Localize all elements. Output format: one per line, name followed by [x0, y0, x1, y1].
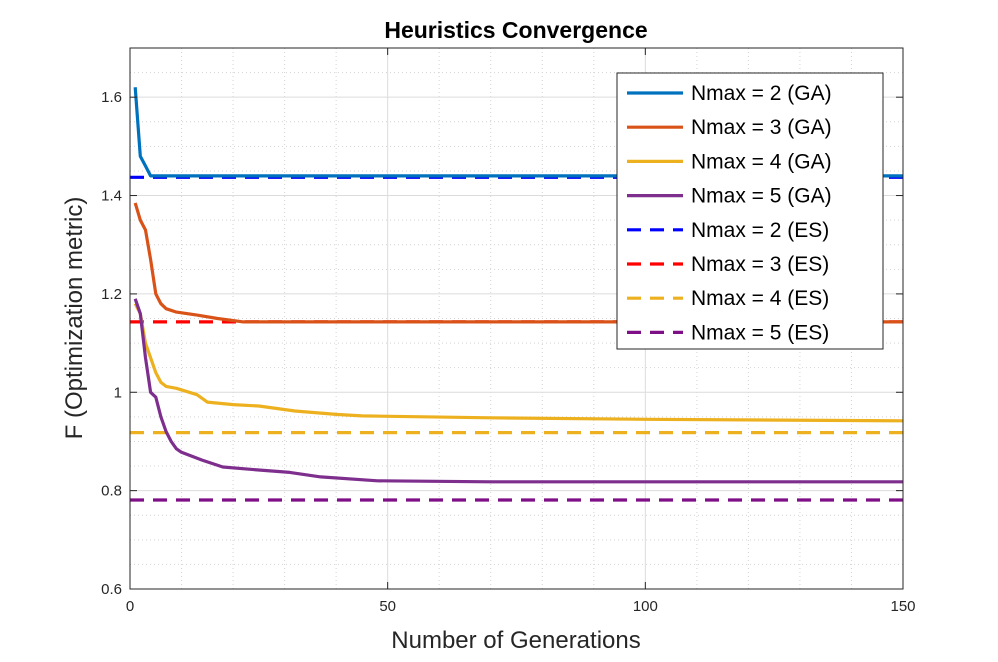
- legend-label-3: Nmax = 4 (GA): [691, 150, 832, 173]
- x-tick-label: 100: [633, 598, 658, 615]
- y-tick-label: 0.6: [101, 581, 122, 598]
- legend-label-4: Nmax = 5 (GA): [691, 185, 832, 208]
- legend-label-5: Nmax = 2 (ES): [691, 219, 829, 242]
- y-tick-label: 1: [114, 384, 122, 401]
- y-tick-labels: 0.6 0.8 1 1.2 1.4 1.6: [101, 89, 122, 598]
- legend-label-2: Nmax = 3 (GA): [691, 116, 832, 139]
- x-tick-labels: 0 50 100 150: [126, 598, 916, 615]
- legend-label-6: Nmax = 3 (ES): [691, 253, 829, 276]
- series-line-1: [133, 87, 903, 178]
- series-line-2: [133, 202, 903, 324]
- tick-marks: [129, 48, 904, 590]
- x-tick-label: 0: [126, 598, 134, 615]
- y-tick-label: 0.8: [101, 483, 122, 500]
- chart-title: Heuristics Convergence: [384, 17, 647, 43]
- legend-label-7: Nmax = 4 (ES): [691, 287, 829, 310]
- y-axis-label: F (Optimization metric): [61, 197, 88, 440]
- y-tick-label: 1.6: [101, 89, 122, 106]
- legend: Nmax = 2 (GA) Nmax = 3 (GA) Nmax = 4 (GA) N…: [616, 72, 884, 350]
- y-tick-label: 1.4: [101, 188, 122, 205]
- legend-items: Nmax = 2 (GA) Nmax = 3 (GA) Nmax = 4 (GA) N…: [627, 82, 832, 344]
- legend-label-1: Nmax = 2 (GA): [691, 82, 832, 105]
- legend-box: [616, 72, 884, 350]
- plot-frame: [129, 47, 904, 590]
- series-line-3: [133, 302, 904, 423]
- x-tick-label: 50: [379, 598, 396, 615]
- x-tick-label: 150: [890, 598, 915, 615]
- series-line-4: [133, 298, 903, 484]
- y-tick-label: 1.2: [101, 286, 122, 303]
- x-axis-label: Number of Generations: [391, 627, 640, 654]
- legend-label-8: Nmax = 5 (ES): [691, 321, 829, 344]
